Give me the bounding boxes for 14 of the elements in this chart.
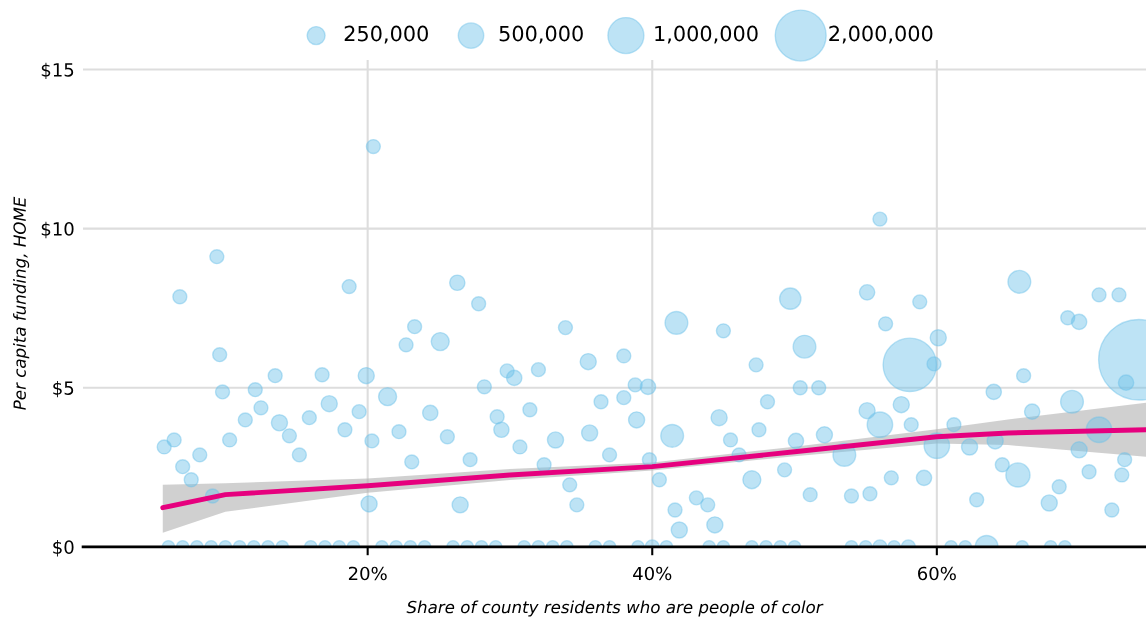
legend-label: 1,000,000 bbox=[655, 25, 758, 44]
y-tick-label: $10 bbox=[41, 221, 74, 239]
legend-label: 250,000 bbox=[344, 25, 428, 44]
legend-label: 2,000,000 bbox=[829, 25, 933, 44]
legend-label: 500,000 bbox=[499, 25, 583, 44]
x-tick-label: 40% bbox=[633, 566, 672, 581]
x-tick-label: 20% bbox=[348, 566, 387, 581]
line-series bbox=[160, 427, 1146, 511]
x-axis-title: Share of county residents who are people of color bbox=[406, 600, 824, 617]
y-tick-label: $5 bbox=[53, 380, 74, 398]
y-tick-label: $15 bbox=[41, 62, 74, 80]
y-tick-label: $0 bbox=[53, 540, 74, 557]
x-tick-label: 60% bbox=[918, 566, 956, 581]
y-axis-title: Per capita funding, HOME bbox=[13, 196, 30, 410]
